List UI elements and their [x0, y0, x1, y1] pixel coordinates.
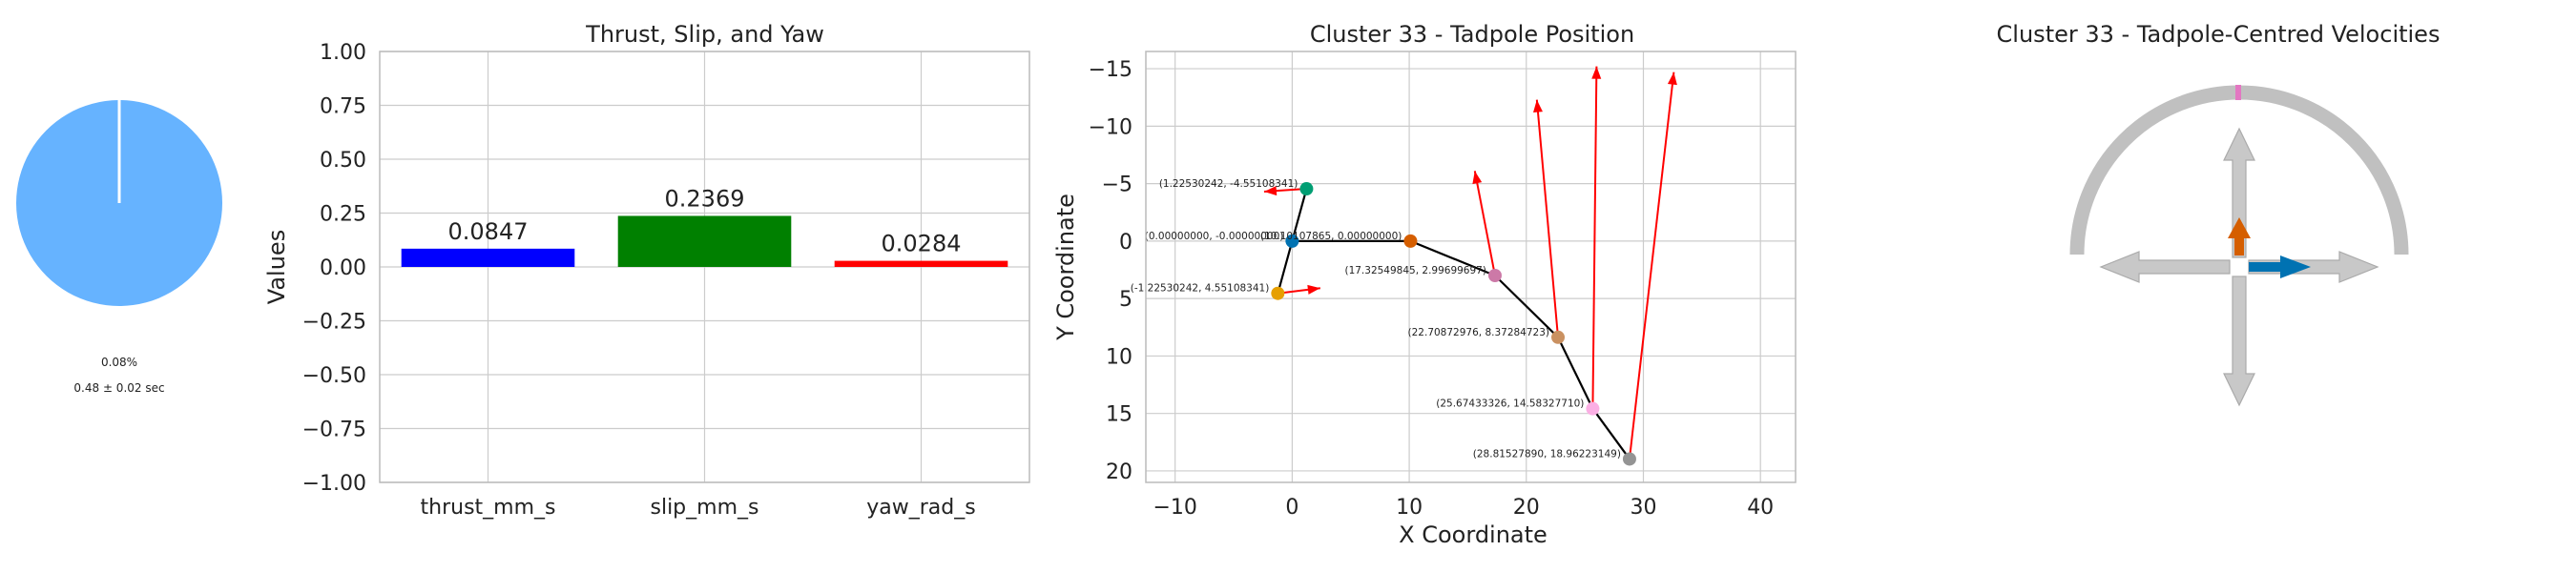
- velocity-arrow-head: [1263, 186, 1278, 196]
- gauge-cross-arrows: [2099, 127, 2379, 407]
- pie-percent-label: 0.08%: [101, 356, 137, 369]
- position-point-label: (17.32549845, 2.99699697): [1344, 265, 1485, 276]
- bar-chart-xtick-label: yaw_rad_s: [866, 496, 975, 520]
- position-chart-xlabel: X Coordinate: [1399, 521, 1548, 548]
- position-chart-xtick-label: −10: [1153, 496, 1196, 520]
- position-chart-ytick-label: 0: [1119, 231, 1132, 255]
- gauge-arrow-down-icon: [2223, 276, 2255, 407]
- tadpole-path-line: [1277, 188, 1631, 460]
- position-chart-ytick-label: −5: [1102, 174, 1132, 197]
- bar-chart-ylabel: Values: [263, 230, 290, 304]
- position-point-label: (22.70872976, 8.37284723): [1408, 327, 1549, 338]
- velocity-arrow-shaft: [1628, 72, 1675, 460]
- bar-value-label: 0.0284: [882, 231, 962, 257]
- position-point-label: (0.00000000, -0.00000000): [1145, 231, 1284, 242]
- position-chart-panel: Cluster 33 - Tadpole Position X Coordina…: [1052, 21, 1797, 548]
- position-chart-xtick-label: 0: [1285, 496, 1298, 520]
- position-point: [1487, 269, 1502, 283]
- gauge-arrow-up-icon: [2223, 127, 2255, 258]
- position-chart-points: [1271, 182, 1636, 466]
- bar-chart-xtick-label: thrust_mm_s: [421, 496, 556, 520]
- position-chart-point-labels: (1.22530242, -4.55108341) (-1.22530242, 4…: [1131, 178, 1621, 460]
- position-point-label: (28.81527890, 18.96223149): [1473, 448, 1621, 460]
- position-chart-xtick-label: 10: [1396, 496, 1423, 520]
- position-chart-ylabel: Y Coordinate: [1052, 194, 1079, 341]
- position-point: [1285, 234, 1299, 248]
- position-point-label: (-1.22530242, 4.55108341): [1131, 283, 1270, 295]
- bar-chart-ytick-label: 0.50: [320, 149, 366, 173]
- bar-chart-value-labels: 0.0847 0.2369 0.0284: [448, 185, 962, 256]
- position-point: [1551, 330, 1566, 344]
- position-chart-xtick-label: 40: [1747, 496, 1774, 520]
- bar-chart-ytick-label: 1.00: [320, 41, 366, 65]
- position-chart-ytick-label: 10: [1106, 345, 1132, 369]
- position-point-label: (25.67433326, 14.58327710): [1436, 398, 1584, 410]
- slip-velocity-arrow-icon: [2249, 255, 2311, 278]
- velocity-arrow-shaft: [1591, 66, 1598, 409]
- position-chart-ytick-label: 5: [1119, 288, 1132, 312]
- position-chart-frame: [1145, 51, 1797, 483]
- gauge-arrow-right-icon: [2248, 251, 2379, 283]
- velocity-arrow-shaft: [1473, 171, 1496, 276]
- position-point: [1271, 286, 1285, 300]
- bar-chart-xtick-label: slip_mm_s: [651, 496, 759, 520]
- gauge-arrow-left-icon: [2099, 251, 2231, 283]
- pie-panel: 0.08% 0.48 ± 0.02 sec: [16, 100, 223, 395]
- velocity-arrow-shaft: [1535, 99, 1560, 337]
- bar-chart-title: Thrust, Slip, and Yaw: [585, 21, 824, 48]
- velocity-arrow-head: [1533, 99, 1543, 113]
- position-chart-grid: [1146, 51, 1796, 482]
- velocity-arrow-head: [1472, 171, 1483, 185]
- position-chart-ticks: −10 0 10 20 30 40 −15 −10 −5 0 5 10 15 20: [1089, 58, 1775, 520]
- position-chart-ytick-label: 15: [1106, 403, 1132, 427]
- position-chart-path: [1277, 188, 1631, 460]
- gauge-heading-marker: [2235, 85, 2241, 100]
- velocity-arrow-head: [1667, 72, 1677, 86]
- bar-chart-panel: Thrust, Slip, and Yaw Values 0.0847 0.236…: [263, 21, 1030, 520]
- position-chart-title: Cluster 33 - Tadpole Position: [1310, 21, 1634, 48]
- thrust-velocity-arrow-icon: [2228, 217, 2251, 255]
- position-chart-ytick-label: 20: [1106, 460, 1132, 484]
- position-point-label: (1.22530242, -4.55108341): [1159, 178, 1298, 190]
- velocity-gauge-panel: Cluster 33 - Tadpole-Centred Velocities: [1997, 21, 2441, 407]
- bar-chart-ytick-label: 0.25: [320, 203, 366, 227]
- position-point: [1403, 234, 1418, 248]
- position-point: [1299, 182, 1314, 196]
- position-chart-xtick-label: 30: [1630, 496, 1656, 520]
- bar-chart-ytick-label: −0.75: [302, 419, 366, 442]
- position-point-label: (10.10107865, 0.00000000): [1260, 231, 1402, 242]
- bar-slip_mm_s: [617, 215, 792, 267]
- position-chart-ytick-label: −10: [1089, 115, 1132, 139]
- bar-chart-ytick-label: 0.00: [320, 256, 366, 280]
- position-chart-arrows: [1263, 66, 1677, 460]
- bar-chart-ticks: 1.00 0.75 0.50 0.25 0.00 −0.25 −0.50 −0.75 −1.00…: [302, 41, 976, 520]
- bar-chart-bars: [401, 215, 1008, 267]
- pie-time-label: 0.48 ± 0.02 sec: [73, 381, 164, 395]
- bar-chart-ytick-label: 0.75: [320, 95, 366, 119]
- position-chart-xtick-label: 20: [1513, 496, 1540, 520]
- position-point: [1622, 452, 1636, 466]
- position-chart-ytick-label: −15: [1089, 58, 1132, 82]
- bar-chart-ytick-label: −1.00: [302, 472, 366, 496]
- bar-thrust_mm_s: [401, 248, 575, 267]
- velocity-arrow-head: [1591, 66, 1602, 79]
- bar-value-label: 0.0847: [448, 218, 529, 245]
- bar-yaw_rad_s: [834, 260, 1008, 267]
- velocity-gauge-title: Cluster 33 - Tadpole-Centred Velocities: [1997, 21, 2441, 48]
- velocity-arrow-head: [1307, 284, 1320, 295]
- bar-value-label: 0.2369: [665, 185, 745, 212]
- bar-chart-ytick-label: −0.25: [302, 311, 366, 335]
- position-point: [1586, 401, 1600, 416]
- bar-chart-frame: [379, 51, 1030, 483]
- bar-chart-ytick-label: −0.50: [302, 364, 366, 388]
